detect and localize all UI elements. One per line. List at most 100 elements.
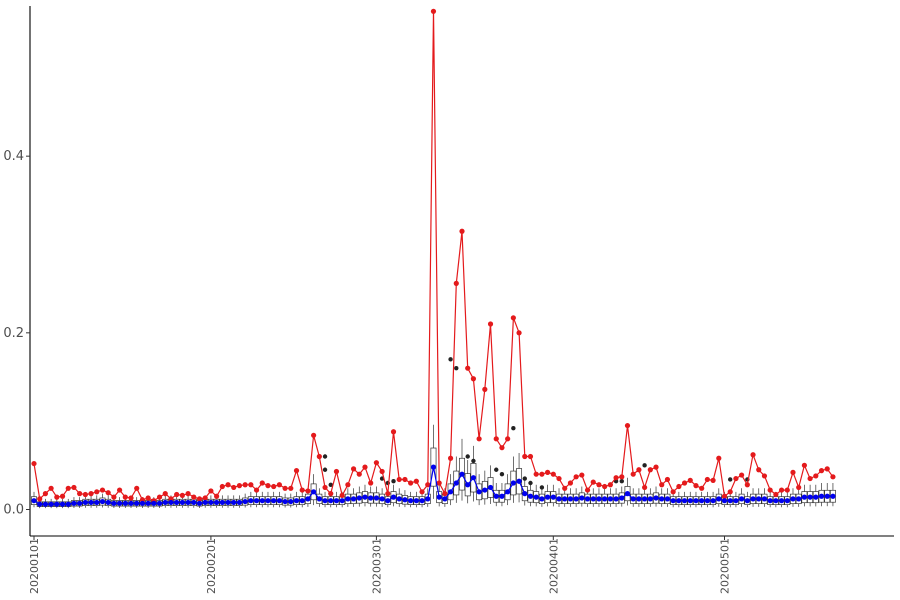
red-series-point — [430, 8, 437, 14]
axes — [26, 6, 894, 540]
red-series-point — [65, 485, 71, 491]
red-series-point — [533, 471, 539, 477]
blue-series-point — [459, 471, 465, 477]
outlier-point — [471, 458, 476, 464]
red-series-point — [145, 495, 151, 501]
red-series-point — [721, 493, 728, 499]
blue-series-point — [556, 496, 562, 502]
blue-series-point — [721, 498, 728, 504]
x-tick-label: 20200201 — [205, 538, 218, 594]
red-series-point — [699, 485, 705, 491]
tick-labels: 0.0 0.2 0.4 20200101 20200201 20200301 2020040… — [3, 149, 731, 594]
red-series-point — [333, 468, 340, 475]
red-series-point — [761, 473, 768, 479]
outlier-point — [391, 479, 396, 484]
blue-series-point — [208, 499, 214, 506]
x-tick-label: 20200101 — [28, 538, 41, 594]
blue-series-point — [413, 498, 419, 504]
outlier-point — [539, 485, 545, 490]
red-series-point — [579, 472, 585, 478]
red-series-point — [590, 479, 596, 485]
blue-series-point — [653, 495, 659, 501]
red-series-point — [82, 491, 88, 498]
blue-series-point — [128, 500, 134, 506]
blue-series-point — [733, 498, 739, 504]
outlier-point — [465, 454, 470, 459]
red-series-point — [710, 477, 716, 483]
y-tick-label: 0.4 — [3, 149, 24, 164]
red-series-point — [659, 482, 665, 488]
red-series-point — [219, 483, 225, 490]
blue-series-point — [71, 500, 77, 506]
red-series-point — [202, 495, 208, 501]
red-series-point — [77, 491, 83, 497]
outlier-point — [322, 454, 328, 459]
blue-series-point — [242, 498, 248, 505]
outlier-points — [322, 357, 750, 490]
red-series-point — [670, 489, 676, 495]
red-series-point — [602, 483, 608, 490]
blue-series-point — [145, 500, 151, 506]
red-series-point — [111, 494, 117, 500]
blue-series-point — [373, 495, 379, 501]
red-series-point — [550, 471, 556, 477]
blue-series-point — [37, 501, 43, 507]
red-series-point — [453, 280, 459, 286]
outlier-point — [619, 479, 624, 484]
red-series-point — [282, 485, 288, 491]
red-series-point — [647, 467, 653, 473]
red-series-point — [830, 474, 836, 480]
blue-series-point — [282, 498, 288, 505]
blue-series-point — [739, 496, 745, 502]
blue-series-point — [447, 489, 454, 495]
red-series-point — [385, 491, 391, 497]
blue-series-point — [613, 496, 619, 502]
red-series-point — [801, 462, 808, 468]
blue-series-point — [59, 501, 66, 507]
red-series-point — [134, 485, 140, 491]
blue-series-point — [442, 496, 448, 502]
red-series-point — [196, 496, 203, 502]
red-series-point — [214, 493, 220, 499]
blue-series-point — [539, 496, 545, 502]
red-series-point — [162, 491, 168, 497]
red-series-point — [687, 477, 693, 483]
blue-series-point — [196, 500, 203, 506]
blue-series-point — [596, 496, 602, 502]
blue-series-point — [687, 498, 693, 504]
blue-series-point — [379, 496, 385, 502]
red-series-point — [505, 436, 511, 442]
blue-series-point — [710, 498, 716, 504]
outlier-point — [448, 357, 453, 362]
blue-series-point — [265, 498, 271, 504]
blue-series-point — [744, 498, 750, 504]
red-series-point — [362, 464, 368, 470]
red-series-point — [573, 474, 579, 480]
outlier-point — [728, 477, 733, 482]
red-series-point — [693, 483, 699, 489]
blue-series-point — [573, 496, 579, 502]
red-series-point — [253, 487, 260, 493]
red-series-point — [31, 460, 37, 467]
outlier-point — [511, 426, 516, 431]
red-series-point — [402, 476, 408, 483]
blue-series-point — [430, 464, 437, 470]
red-series-point — [271, 483, 277, 490]
red-series-point — [596, 482, 602, 488]
blue-series-point — [350, 496, 357, 502]
blue-series-point — [191, 499, 197, 506]
red-series-point — [339, 492, 345, 498]
red-series-point — [704, 476, 710, 483]
red-series-point — [225, 482, 231, 488]
red-series-point — [476, 436, 482, 442]
red-series-point — [88, 491, 94, 497]
blue-series-point — [328, 498, 334, 504]
blue-series-point — [619, 495, 625, 501]
blue-series-point — [487, 484, 494, 491]
red-series-point — [179, 492, 185, 498]
x-tick-label: 20200501 — [719, 538, 732, 594]
blue-series-point — [231, 499, 237, 506]
blue-series-point — [476, 489, 482, 495]
blue-series-point — [659, 496, 665, 502]
red-series-point — [48, 485, 54, 491]
